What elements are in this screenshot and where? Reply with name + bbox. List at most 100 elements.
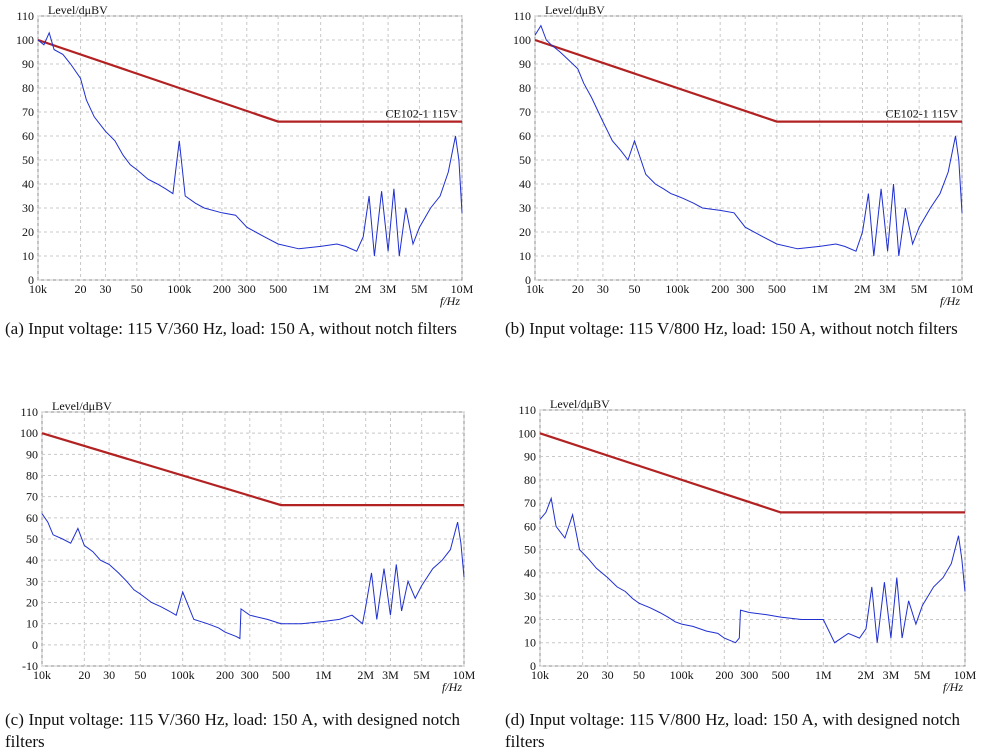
y-tick-label: 100 <box>513 33 531 47</box>
x-tick-label: 30 <box>602 668 614 682</box>
x-tick-label: 50 <box>134 668 146 682</box>
x-axis-label: f/Hz <box>940 294 960 308</box>
x-tick-label: 300 <box>241 668 259 682</box>
x-tick-label: 10k <box>29 282 47 296</box>
data-line <box>37 31 463 257</box>
data-line <box>37 38 462 123</box>
data-line <box>534 24 963 257</box>
y-tick-label: 0 <box>530 659 536 673</box>
y-tick-label: 10 <box>519 249 531 263</box>
x-tick-label: 20 <box>577 668 589 682</box>
y-tick-label: 60 <box>26 511 38 525</box>
x-tick-label: 200 <box>216 668 234 682</box>
x-tick-label: 300 <box>238 282 256 296</box>
x-tick-label: 300 <box>740 668 758 682</box>
plot-area <box>37 15 463 281</box>
plot-area <box>539 409 966 667</box>
x-tick-label: 5M <box>914 668 931 682</box>
x-tick-label: 10k <box>531 668 549 682</box>
y-tick-label: 60 <box>22 129 34 143</box>
x-tick-label: 2M <box>357 668 374 682</box>
x-tick-label: 100k <box>670 668 694 682</box>
y-tick-label: 80 <box>22 81 34 95</box>
x-tick-label: 20 <box>572 282 584 296</box>
x-tick-label: 50 <box>633 668 645 682</box>
x-tick-label: 5M <box>411 282 428 296</box>
caption: (b) Input voltage: 115 V/800 Hz, load: 1… <box>505 319 958 338</box>
data-line <box>41 432 464 507</box>
y-tick-label: -10 <box>22 659 38 673</box>
x-tick-label: 5M <box>413 668 430 682</box>
y-tick-label: 30 <box>519 201 531 215</box>
x-tick-label: 20 <box>75 282 87 296</box>
y-tick-label: 10 <box>26 617 38 631</box>
x-tick-label: 3M <box>883 668 900 682</box>
y-tick-label: 40 <box>524 566 536 580</box>
y-tick-label: 20 <box>519 225 531 239</box>
caption: (d) Input voltage: 115 V/800 Hz, load: 1… <box>505 710 960 751</box>
y-tick-label: 90 <box>22 57 34 71</box>
y-tick-label: 30 <box>22 201 34 215</box>
annotation: CE102-1 115V <box>885 107 958 121</box>
y-tick-label: 50 <box>26 532 38 546</box>
x-tick-label: 500 <box>272 668 290 682</box>
data-line <box>534 38 962 123</box>
y-tick-label: 90 <box>519 57 531 71</box>
y-tick-label: 30 <box>26 574 38 588</box>
y-tick-label: 50 <box>22 153 34 167</box>
x-tick-label: 30 <box>103 668 115 682</box>
caption: (c) Input voltage: 115 V/360 Hz, load: 1… <box>5 710 460 751</box>
y-tick-label: 80 <box>26 469 38 483</box>
y-tick-label: 40 <box>26 553 38 567</box>
x-tick-label: 200 <box>213 282 231 296</box>
y-axis-label: Level/dμBV <box>48 3 108 17</box>
y-tick-label: 40 <box>519 177 531 191</box>
y-axis-label: Level/dμBV <box>545 3 605 17</box>
x-tick-label: 2M <box>355 282 372 296</box>
y-tick-label: 70 <box>22 105 34 119</box>
x-tick-label: 100k <box>167 282 191 296</box>
y-tick-label: 110 <box>16 9 34 23</box>
y-tick-label: 80 <box>519 81 531 95</box>
x-tick-label: 20 <box>78 668 90 682</box>
x-tick-label: 500 <box>768 282 786 296</box>
x-tick-label: 500 <box>772 668 790 682</box>
x-tick-label: 1M <box>815 668 832 682</box>
y-tick-label: 0 <box>32 638 38 652</box>
data-line <box>539 432 965 514</box>
y-tick-label: 30 <box>524 589 536 603</box>
x-tick-label: 1M <box>315 668 332 682</box>
x-tick-label: 3M <box>382 668 399 682</box>
y-axis-label: Level/dμBV <box>550 397 610 411</box>
y-axis-label: Level/dμBV <box>52 399 112 413</box>
y-tick-label: 70 <box>519 105 531 119</box>
y-tick-label: 20 <box>26 596 38 610</box>
y-tick-label: 100 <box>518 426 536 440</box>
y-tick-label: 70 <box>26 490 38 504</box>
x-tick-label: 100k <box>171 668 195 682</box>
x-tick-label: 200 <box>711 282 729 296</box>
x-axis-label: f/Hz <box>943 680 963 694</box>
x-tick-label: 3M <box>879 282 896 296</box>
x-tick-label: 50 <box>131 282 143 296</box>
x-tick-label: 100k <box>665 282 689 296</box>
y-tick-label: 90 <box>524 450 536 464</box>
x-tick-label: 10M <box>453 668 476 682</box>
x-tick-label: 30 <box>99 282 111 296</box>
y-tick-label: 90 <box>26 447 38 461</box>
annotation: CE102-1 115V <box>385 107 458 121</box>
y-tick-label: 110 <box>20 405 38 419</box>
y-tick-label: 70 <box>524 496 536 510</box>
y-tick-label: 100 <box>20 426 38 440</box>
y-tick-label: 110 <box>513 9 531 23</box>
y-tick-label: 0 <box>28 273 34 287</box>
x-tick-label: 10M <box>954 668 977 682</box>
x-tick-label: 10M <box>451 282 474 296</box>
y-tick-label: 100 <box>16 33 34 47</box>
x-tick-label: 10k <box>33 668 51 682</box>
x-tick-label: 300 <box>736 282 754 296</box>
x-tick-label: 30 <box>597 282 609 296</box>
y-tick-label: 0 <box>525 273 531 287</box>
x-tick-label: 3M <box>380 282 397 296</box>
